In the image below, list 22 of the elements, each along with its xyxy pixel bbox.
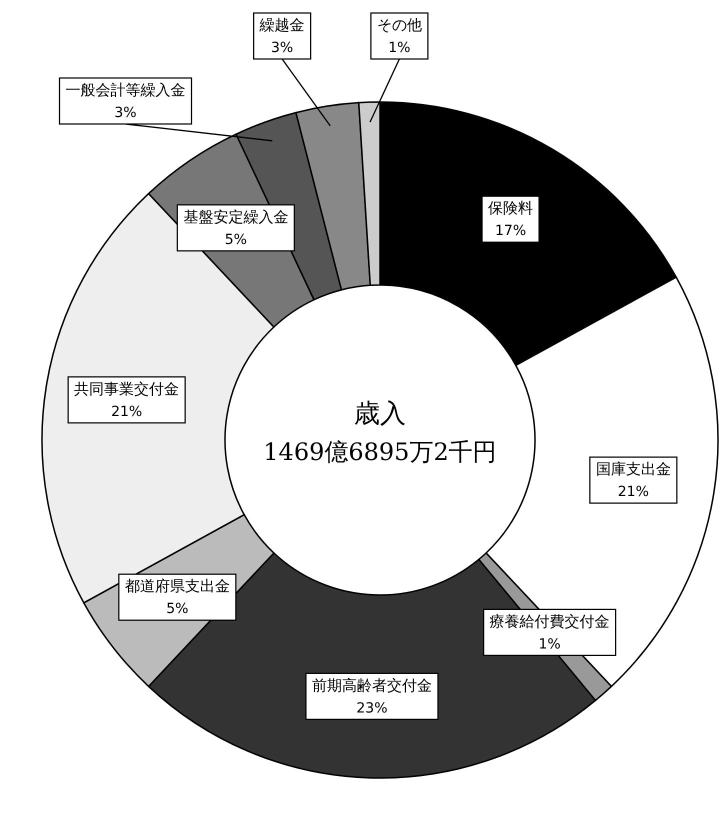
slice-label: 都道府県支出金: [124, 577, 230, 596]
data-label: 23%: [356, 700, 388, 716]
slice-label: 保険料: [488, 199, 534, 218]
data-label: 17%: [495, 223, 526, 240]
data-label: 3%: [271, 40, 294, 56]
slice-label: 前期高齢者交付金: [312, 676, 432, 694]
text: 歳入: [354, 399, 406, 429]
slice-label: 国庫支出金: [596, 460, 671, 478]
data-label: 3%: [114, 105, 137, 121]
data-label: 1%: [538, 636, 561, 652]
slice-label: 療養給付費交付金: [490, 612, 610, 630]
data-label: 21%: [618, 484, 649, 500]
slice-label: 基盤安定繰入金: [183, 208, 288, 226]
text: 1469億6895万2千円: [263, 438, 497, 466]
data-label: 5%: [166, 601, 188, 618]
slice-label: その他: [376, 16, 422, 34]
data-label: 21%: [111, 404, 142, 420]
data-label: 5%: [224, 232, 247, 248]
slice-label: 繰越金: [258, 16, 305, 34]
data-label: 1%: [388, 40, 410, 56]
slice-label: 共同事業交付金: [74, 380, 180, 398]
slice-label: 一般会計等繰入金: [66, 81, 186, 99]
